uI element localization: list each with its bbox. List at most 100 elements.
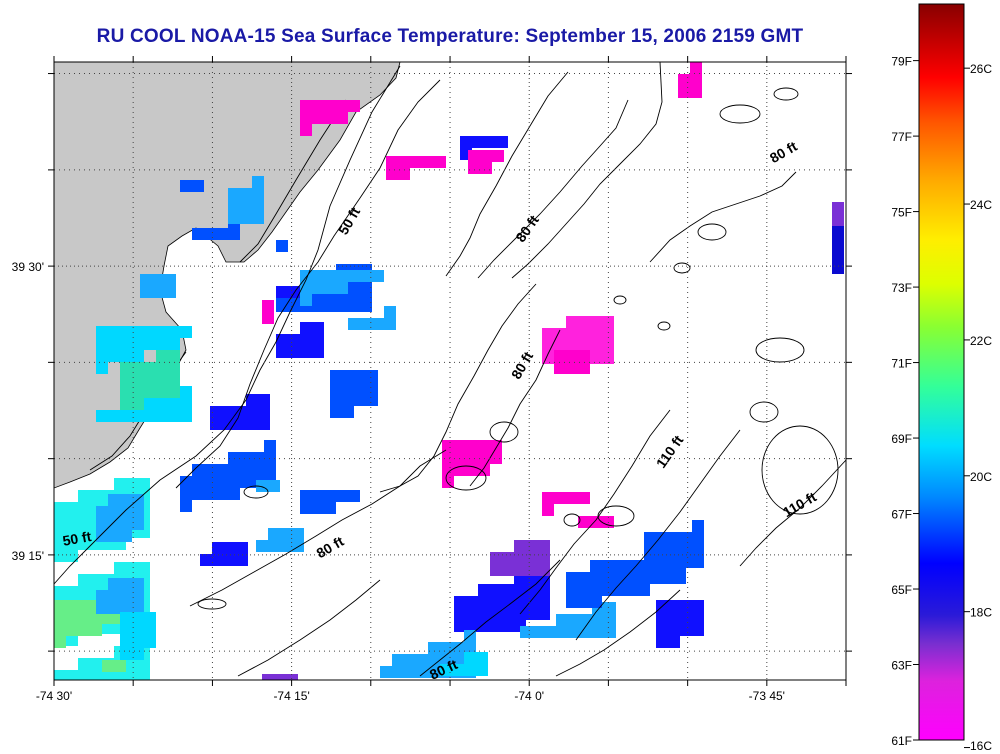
sst-pixel <box>156 386 168 398</box>
sst-pixel <box>120 578 132 590</box>
sst-pixel <box>132 410 144 422</box>
sst-pixel <box>336 490 348 502</box>
sst-pixel <box>392 666 404 678</box>
sst-pixel <box>164 274 176 286</box>
colorbar-labels: 79F 77F 75F 73F 71F 69F 67F 65F 63F 61F 26C 24C 22C 2… <box>891 55 992 753</box>
sst-pixel <box>216 488 228 500</box>
colorbar-f-label: 73F <box>891 281 912 295</box>
sst-pixel <box>468 150 480 162</box>
sst-pixel <box>678 74 690 86</box>
sst-pixel <box>386 156 398 168</box>
sst-pixel <box>668 624 680 636</box>
sst-pixel <box>580 626 592 638</box>
sst-pixel <box>478 464 490 476</box>
sst-pixel <box>54 538 66 550</box>
sst-pixel <box>554 340 566 352</box>
sst-pixel <box>460 136 472 148</box>
sst-pixel <box>168 386 180 398</box>
sst-pixel <box>180 398 192 410</box>
sst-pixel <box>240 452 252 464</box>
sst-pixel <box>228 452 240 464</box>
sst-pixel <box>538 584 550 596</box>
sst-pixel <box>440 654 452 666</box>
sst-pixel <box>66 550 78 562</box>
sst-pixel <box>478 608 490 620</box>
sst-pixel <box>832 214 844 226</box>
sst-pixel <box>234 418 246 430</box>
sst-pixel <box>468 162 480 174</box>
sst-pixel <box>204 228 216 240</box>
sst-pixel <box>490 584 502 596</box>
sst-pixel <box>454 608 466 620</box>
sst-pixel <box>300 502 312 514</box>
sst-pixel <box>132 338 144 350</box>
sst-pixel <box>366 394 378 406</box>
colorbar-f-label: 71F <box>891 357 912 371</box>
x-tick-label: -74 0' <box>514 689 544 703</box>
sst-pixel <box>168 410 180 422</box>
sst-pixel <box>348 490 360 502</box>
sst-pixel <box>312 502 324 514</box>
sst-pixel <box>228 476 240 488</box>
sst-pixel <box>342 370 354 382</box>
sst-pixel <box>240 188 252 200</box>
sst-pixel <box>330 370 342 382</box>
sst-pixel <box>300 124 312 136</box>
sst-pixel <box>120 362 132 374</box>
sst-pixel <box>312 282 324 294</box>
sst-pixel <box>590 584 602 596</box>
sst-pixel <box>96 590 108 602</box>
sst-pixel <box>108 326 120 338</box>
sst-pixel <box>132 518 144 530</box>
sst-pixel <box>690 86 702 98</box>
sst-pixel <box>330 394 342 406</box>
sst-pixel <box>222 406 234 418</box>
sst-pixel <box>144 338 156 350</box>
sst-pixel <box>442 440 454 452</box>
sst-pixel <box>54 514 66 526</box>
sst-pixel <box>108 530 120 542</box>
sst-pixel <box>212 542 224 554</box>
sst-pixel <box>212 554 224 566</box>
sst-pixel <box>132 326 144 338</box>
sst-pixel <box>78 612 90 624</box>
sst-pixel <box>96 362 108 374</box>
x-tick-label: -74 15' <box>273 689 309 703</box>
sst-pixel <box>224 542 236 554</box>
sst-pixel <box>602 560 614 572</box>
sst-pixel <box>638 584 650 596</box>
sst-pixel <box>832 250 844 262</box>
sst-pixel <box>404 654 416 666</box>
sst-pixel <box>478 596 490 608</box>
sst-pixel <box>656 556 668 568</box>
sst-pixel <box>502 608 514 620</box>
sst-pixel <box>156 410 168 422</box>
sst-pixel <box>626 572 638 584</box>
sst-pixel <box>532 626 544 638</box>
sst-pixel <box>626 560 638 572</box>
x-tick-label: -73 45' <box>749 689 785 703</box>
sst-pixel <box>538 596 550 608</box>
sst-pixel <box>240 200 252 212</box>
sst-pixel <box>538 608 550 620</box>
sst-pixel <box>480 150 492 162</box>
sst-pixel <box>144 386 156 398</box>
sst-pixel <box>342 394 354 406</box>
sst-pixel <box>590 560 602 572</box>
sst-pixel <box>690 62 702 74</box>
sst-pixel <box>262 674 274 680</box>
sst-pixel <box>102 660 114 672</box>
axis-labels: -74 30' -74 15' -74 0' -73 45' 39 30' 39 15' <box>12 260 785 703</box>
sst-pixel <box>156 350 168 362</box>
sst-pixel <box>442 464 454 476</box>
sst-pixel <box>538 540 550 552</box>
sst-pixel <box>626 584 638 596</box>
sst-pixel <box>132 624 144 636</box>
sst-pixel <box>168 338 180 350</box>
sst-pixel <box>602 328 614 340</box>
sst-pixel <box>78 670 90 680</box>
sst-pixel <box>602 584 614 596</box>
sst-pixel <box>324 502 336 514</box>
sst-pixel <box>324 300 336 312</box>
